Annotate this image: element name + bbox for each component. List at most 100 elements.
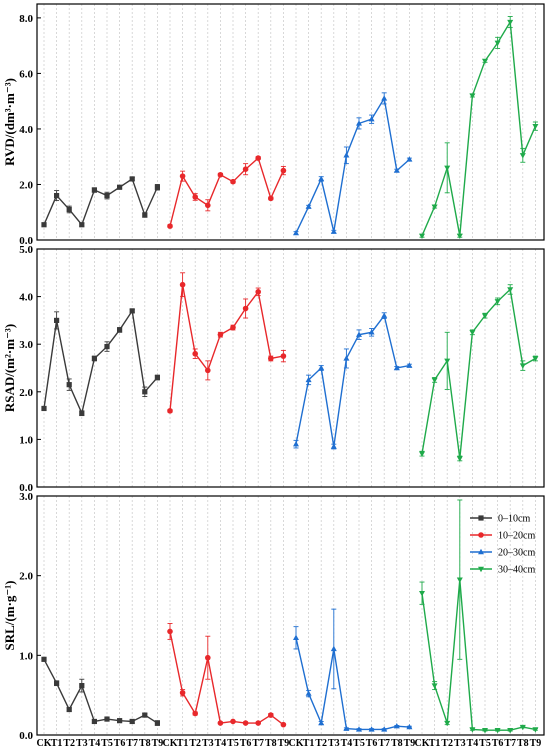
data-point <box>444 358 451 365</box>
data-point <box>343 152 350 158</box>
legend-marker <box>478 515 484 521</box>
data-point <box>381 312 388 318</box>
data-point <box>117 718 123 724</box>
data-point <box>154 720 160 726</box>
data-point <box>280 353 287 359</box>
data-point <box>142 389 148 395</box>
x-category-label: T8 <box>139 738 151 749</box>
data-point <box>293 440 299 447</box>
data-point <box>393 723 400 729</box>
data-point <box>330 645 337 652</box>
data-point <box>343 725 350 731</box>
data-point <box>230 178 236 185</box>
data-point <box>305 203 312 209</box>
data-point <box>129 176 135 182</box>
data-point <box>41 405 47 412</box>
data-point <box>381 726 388 732</box>
y-axis-title: RVD/(dm³·m⁻³) <box>2 78 17 166</box>
x-category-label: T9 <box>530 738 542 749</box>
plot-frame <box>36 248 545 488</box>
data-point <box>91 187 97 193</box>
series-line <box>169 631 284 726</box>
data-point <box>217 331 224 338</box>
data-point <box>205 654 211 661</box>
data-point <box>104 343 110 350</box>
data-point <box>456 233 463 240</box>
y-tick-label: 3.0 <box>19 339 33 351</box>
data-point <box>242 305 249 312</box>
series-line <box>295 314 410 447</box>
x-category-label: T2 <box>189 738 201 749</box>
data-point <box>268 195 274 202</box>
data-point <box>242 166 249 172</box>
series-line <box>169 284 284 411</box>
data-point <box>507 728 514 734</box>
data-point <box>343 355 350 361</box>
series-rvd-4 <box>419 16 539 240</box>
series-srl-2 <box>167 623 287 728</box>
y-tick-label: 8.0 <box>19 13 33 25</box>
series-rvd-2 <box>167 155 287 229</box>
data-point <box>494 299 501 305</box>
data-point <box>482 728 488 734</box>
data-point <box>242 720 249 726</box>
panel-rsad: 0.0 1.0 2.0 3.0 4.0 5.0 RSAD/(m²·m⁻³) <box>2 244 545 494</box>
x-category-label: T3 <box>454 738 466 749</box>
x-category-label: T7 <box>378 738 390 749</box>
y-tick-label: 0.0 <box>19 235 33 247</box>
legend-label: 10–20cm <box>498 531 535 542</box>
data-point <box>419 590 425 597</box>
data-point <box>456 456 463 462</box>
data-point <box>406 362 413 368</box>
y-tick-label: 4.0 <box>19 124 33 136</box>
series-srl-4 <box>419 499 539 734</box>
data-point <box>205 367 211 374</box>
data-point <box>41 222 47 228</box>
legend-marker <box>478 548 484 555</box>
data-point <box>280 167 287 174</box>
y-tick-label: 2.0 <box>19 571 33 583</box>
data-point <box>167 223 173 229</box>
data-point <box>456 577 463 583</box>
x-category-label: T9 <box>152 738 164 749</box>
x-category-label: T6 <box>240 738 252 749</box>
data-point <box>129 718 135 725</box>
series-rsad-1 <box>41 308 160 417</box>
data-point <box>167 628 173 635</box>
x-category-label: T1 <box>429 738 441 749</box>
y-axis-title: RSAD/(m²·m⁻³) <box>2 324 17 412</box>
x-category-label: T2 <box>441 738 453 749</box>
legend-item: 0–10cm <box>470 514 530 525</box>
data-point <box>356 120 362 126</box>
data-point <box>117 184 123 190</box>
data-point <box>192 194 198 200</box>
series-line <box>295 637 410 731</box>
legend-item: 10–20cm <box>470 531 535 542</box>
x-category-label: T7 <box>252 738 264 749</box>
x-category-labels: CK T1 T2 T3 T4 T5 T6 T7 T8 T9 CK T1 T2 T3 T4 T5 T6 T7 T8 T9… <box>37 738 542 749</box>
x-category-label: T5 <box>353 738 365 749</box>
series-rsad-4 <box>419 284 539 462</box>
legend-label: 0–10cm <box>498 514 530 525</box>
series-rsad-2 <box>167 272 287 414</box>
data-point <box>280 721 287 728</box>
data-point <box>305 376 312 383</box>
x-category-label: T1 <box>303 738 315 749</box>
x-category-label: T6 <box>366 738 378 749</box>
data-point <box>66 706 72 713</box>
y-tick-label: 3.0 <box>19 491 33 503</box>
legend-item: 30–40cm <box>470 565 535 576</box>
series-line <box>295 96 410 234</box>
series-line <box>43 658 158 724</box>
data-point <box>431 204 438 210</box>
data-point <box>356 726 362 732</box>
legend-marker <box>478 566 484 573</box>
data-point <box>368 116 375 122</box>
y-tick-label: 2.0 <box>19 387 33 399</box>
data-point <box>469 93 476 99</box>
data-point <box>154 374 160 381</box>
x-category-label: T8 <box>265 738 277 749</box>
data-point <box>91 718 97 725</box>
data-point <box>179 173 186 179</box>
data-point <box>230 324 236 331</box>
